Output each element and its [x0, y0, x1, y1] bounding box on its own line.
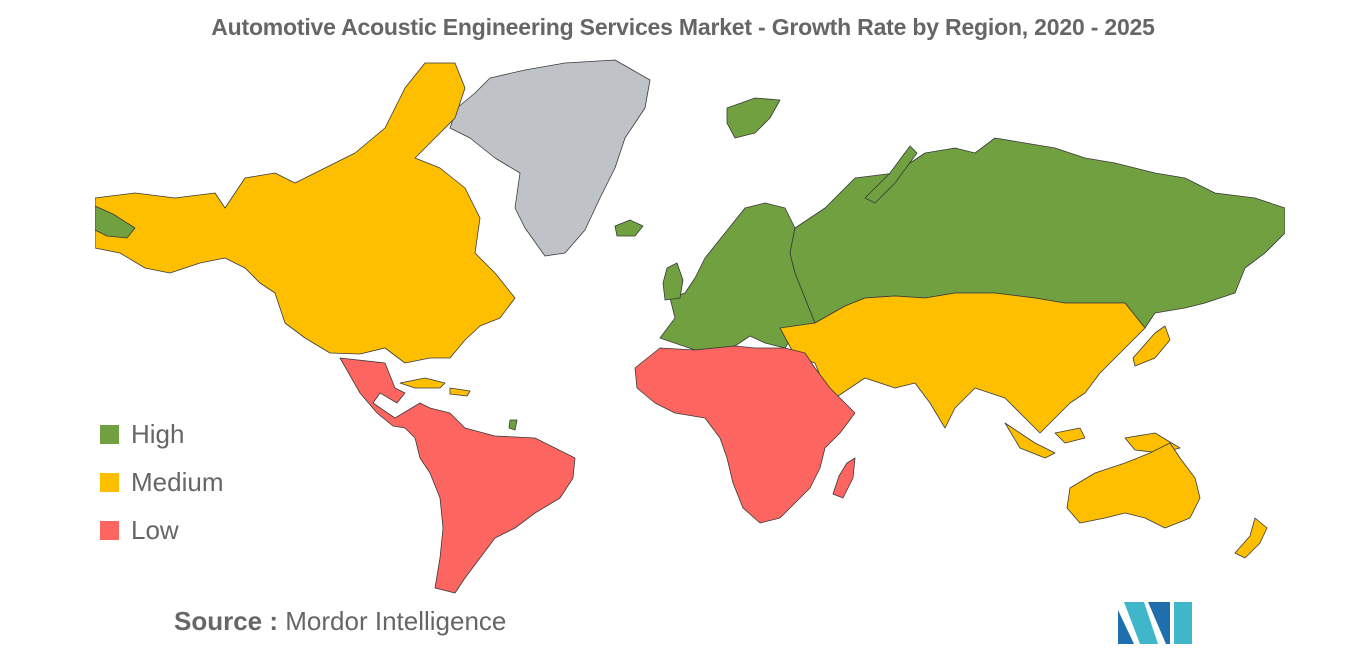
legend-item-medium: Medium: [100, 458, 223, 506]
region-svalbard: [726, 97, 781, 139]
source-name: Mordor Intelligence: [285, 606, 507, 636]
region-japan: [1132, 325, 1171, 367]
region-guiana-marker: [508, 419, 518, 431]
region-uk: [662, 262, 684, 301]
region-caribbean: [399, 377, 471, 397]
legend-label-low: Low: [131, 514, 179, 545]
source-prefix: Source :: [174, 606, 279, 636]
legend-label-medium: Medium: [131, 466, 224, 497]
world-map: [95, 59, 1285, 594]
mordor-logo-icon: [1118, 602, 1192, 644]
legend-swatch-high: [100, 424, 119, 444]
region-new-zealand: [1234, 517, 1268, 559]
region-greenland: [449, 59, 651, 257]
legend-item-low: Low: [100, 506, 223, 554]
region-madagascar: [832, 457, 856, 499]
region-north-america: [95, 62, 516, 364]
legend-swatch-medium: [100, 472, 119, 492]
region-novaya-zemlya: [864, 145, 918, 204]
chart-title: Automotive Acoustic Engineering Services…: [211, 14, 1155, 40]
legend-item-high: High: [100, 410, 223, 458]
region-africa: [634, 345, 856, 524]
region-australia: [1066, 442, 1201, 529]
region-iceland: [614, 219, 644, 237]
legend-label-high: High: [131, 418, 185, 449]
legend-swatch-low: [100, 520, 119, 540]
region-asia-middle-east: [779, 292, 1146, 434]
legend: High Medium Low: [100, 410, 223, 554]
region-alaska-tip: [95, 205, 136, 239]
region-latin-america: [339, 357, 576, 594]
source-credit: Source : Mordor Intelligence: [174, 606, 506, 637]
